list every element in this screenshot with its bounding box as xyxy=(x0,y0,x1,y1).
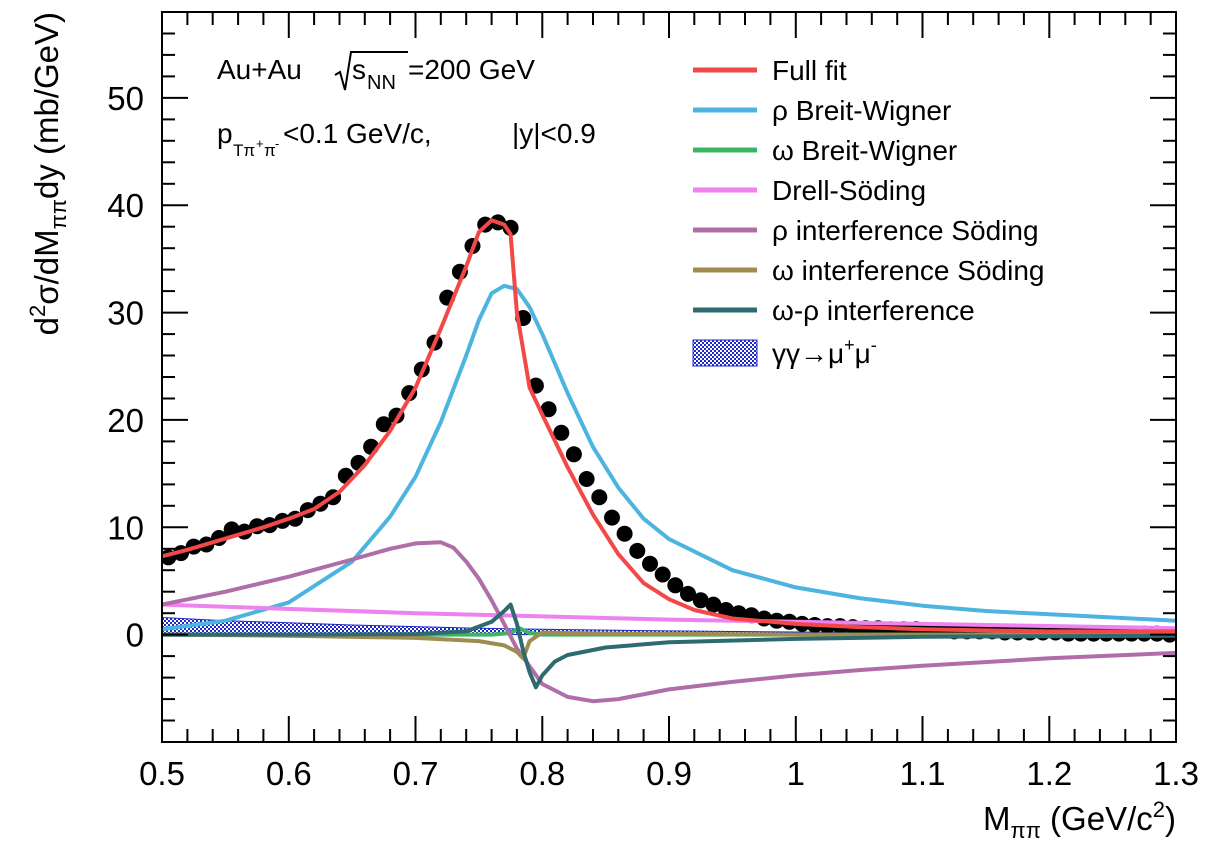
data-point xyxy=(629,542,646,559)
data-point xyxy=(680,585,696,602)
legend-label-breit-wigner: ρ Breit-Wigner xyxy=(772,95,951,126)
series-line-breit-wigner xyxy=(162,283,1176,632)
data-point xyxy=(604,509,620,526)
legend-label-interference-s-ding: ρ interference Söding xyxy=(772,215,1039,246)
data-point xyxy=(654,566,671,583)
y-axis-title: d2σ/dMππdy (mb/GeV) xyxy=(25,12,71,335)
annotation-s: s xyxy=(352,54,366,85)
series-line-full-fit xyxy=(162,218,1176,634)
series-line-interference-s-ding xyxy=(162,630,1176,661)
series-line-interference-s-ding xyxy=(162,540,1176,704)
legend-entry-band: γγ→μ+μ- xyxy=(692,335,877,369)
x-tick-label: 0.6 xyxy=(266,755,312,792)
x-tick-label: 1 xyxy=(787,755,805,792)
data-point xyxy=(718,602,734,618)
annotation-pt: p xyxy=(217,118,233,149)
tick-labels: 0.5 0.6 0.7 0.8 0.9 1 1.1 1.2 1.3 0 10 20 30 40 50 xyxy=(107,80,1199,792)
x-tick-label: 0.7 xyxy=(393,755,439,792)
legend-label-full-fit: Full fit xyxy=(772,55,847,86)
data-point xyxy=(223,521,240,538)
x-tick-label: 0.9 xyxy=(646,755,692,792)
annotation-pt-sup-1: + xyxy=(256,136,264,151)
annotation-s-subscript: NN xyxy=(367,72,396,94)
legend-entries: Full fit ρ Breit-Wigner ω Breit-Wigner Drel… xyxy=(693,55,1044,326)
data-point xyxy=(591,489,608,506)
data-point xyxy=(705,596,722,613)
x-tick-label: 1.3 xyxy=(1153,755,1199,792)
x-axis-title: Mππ (GeV/c2) xyxy=(983,797,1176,843)
annotation-rapidity-cut: |y|<0.9 xyxy=(512,118,596,149)
data-point xyxy=(642,555,658,572)
data-point xyxy=(578,471,595,487)
x-tick-label: 0.8 xyxy=(519,755,565,792)
data-point xyxy=(565,446,582,463)
legend-swatch-band xyxy=(692,339,758,367)
annotation-pt-sub-1: Tπ xyxy=(233,141,255,160)
legend-label-breit-wigner: ω Breit-Wigner xyxy=(772,135,957,166)
data-point xyxy=(540,401,557,418)
legend-label-drell-s-ding: Drell-Söding xyxy=(772,175,926,206)
axis-ticks xyxy=(161,11,1177,743)
legend-label-band: γγ→μ+μ- xyxy=(772,335,877,369)
sqrt-symbol xyxy=(334,51,408,91)
cut-annotation: p Tπ + π - <0.1 GeV/c, |y|<0.9 xyxy=(217,118,596,160)
data-point xyxy=(375,416,392,433)
x-tick-label: 1.2 xyxy=(1026,755,1072,792)
y-tick-label: 20 xyxy=(107,402,144,439)
data-point xyxy=(616,525,633,542)
fit-curves xyxy=(162,218,1176,704)
plot-area xyxy=(162,214,1176,704)
y-tick-label: 30 xyxy=(107,295,144,332)
y-tick-label: 50 xyxy=(107,80,144,117)
annotation-system: Au+Au xyxy=(217,54,310,85)
collision-annotation: Au+Au s NN =200 GeV xyxy=(217,51,535,94)
y-tick-label: 10 xyxy=(107,509,144,546)
data-point xyxy=(692,592,709,609)
data-point xyxy=(553,424,570,441)
annotation-energy: =200 GeV xyxy=(408,54,535,85)
x-tick-label: 1.1 xyxy=(900,755,946,792)
y-tick-label: 40 xyxy=(107,187,144,224)
annotation-pt-sup-2: - xyxy=(275,136,279,151)
legend-label-interference-s-ding: ω interference Söding xyxy=(772,255,1044,286)
y-tick-label: 0 xyxy=(126,617,144,654)
x-tick-label: 0.5 xyxy=(139,755,185,792)
legend-label-interference: ω-ρ interference xyxy=(772,295,975,326)
annotation-pt-cut: <0.1 GeV/c, xyxy=(283,118,432,149)
series-line-interference xyxy=(162,602,1176,690)
series-line-drell-s-ding xyxy=(162,602,1176,631)
legend: Full fit ρ Breit-Wigner ω Breit-Wigner Drel… xyxy=(692,55,1044,369)
annotation-pt-sub-2: π xyxy=(264,141,276,160)
data-point xyxy=(667,577,684,594)
